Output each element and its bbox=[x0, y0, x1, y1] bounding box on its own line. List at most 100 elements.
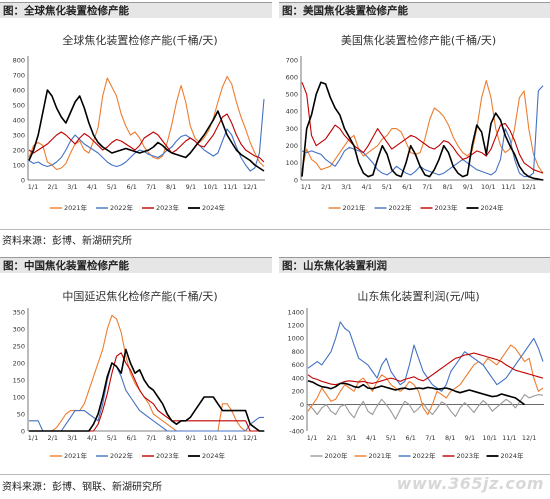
legend-label: 2020年 bbox=[325, 451, 349, 460]
x-tick-label: 1/1 bbox=[28, 183, 38, 191]
series-line-2024年 bbox=[28, 89, 265, 172]
x-tick-label: 11/1 bbox=[223, 183, 238, 191]
divider-bottom bbox=[0, 474, 550, 475]
series-line-2020年 bbox=[307, 394, 544, 420]
x-tick-label: 7/1 bbox=[146, 434, 156, 442]
chart-title: 全球焦化装置检修产能(千桶/天) bbox=[62, 33, 217, 47]
x-tick-label: 10/1 bbox=[203, 434, 218, 442]
y-tick-label: 600 bbox=[286, 73, 298, 81]
y-tick-label: 0 bbox=[294, 176, 298, 184]
legend-label: 2024年 bbox=[481, 203, 505, 212]
legend-label: 2022年 bbox=[413, 451, 437, 460]
x-tick-label: 8/1 bbox=[166, 183, 176, 191]
series-line-2021年 bbox=[28, 75, 265, 171]
y-tick-label: 500 bbox=[286, 91, 298, 99]
x-tick-label: 9/1 bbox=[463, 183, 473, 191]
y-tick-label: -400 bbox=[289, 427, 304, 435]
legend-label: 2024年 bbox=[202, 203, 226, 212]
x-tick-label: 11/1 bbox=[501, 183, 516, 191]
series-line-2023年 bbox=[301, 82, 544, 174]
y-tick-label: 600 bbox=[13, 86, 25, 94]
legend-label: 2024年 bbox=[202, 451, 226, 460]
chart-china-maintenance: 中国延迟焦化检修产能(千桶/天) 0 50 100 150 200 250 300 350 1/1… bbox=[13, 289, 265, 460]
x-tick-label: 6/1 bbox=[402, 183, 412, 191]
x-tick-label: 5/1 bbox=[386, 434, 396, 442]
x-tick-label: 7/1 bbox=[425, 434, 435, 442]
source-top: 资料来源：彭博、新湖研究所 bbox=[2, 236, 132, 247]
chart-title: 山东焦化装置利润(元/吨) bbox=[357, 289, 479, 303]
y-tick-label: 400 bbox=[286, 108, 298, 116]
series-line-2023年 bbox=[307, 352, 544, 386]
legend-label: 2021年 bbox=[64, 203, 88, 212]
y-tick-label: 400 bbox=[292, 374, 304, 382]
legend-label: 2021年 bbox=[64, 451, 88, 460]
x-tick-label: 9/1 bbox=[186, 183, 196, 191]
series-line-2022年 bbox=[307, 321, 544, 392]
y-tick-label: 100 bbox=[286, 159, 298, 167]
x-tick-label: 11/1 bbox=[502, 434, 517, 442]
y-tick-label: 100 bbox=[13, 161, 25, 169]
series-line-2021年 bbox=[307, 344, 544, 416]
legend-label: 2022年 bbox=[110, 451, 134, 460]
chart-global-maintenance: 全球焦化装置检修产能(千桶/天) 0 100 200 300 400 500 600 700 80… bbox=[13, 33, 265, 212]
y-tick-label: 150 bbox=[13, 376, 25, 384]
y-tick-label: 200 bbox=[13, 359, 25, 367]
y-tick-label: 600 bbox=[292, 361, 304, 369]
x-tick-label: 5/1 bbox=[107, 434, 117, 442]
x-tick-label: 6/1 bbox=[126, 183, 136, 191]
x-tick-label: 8/1 bbox=[166, 434, 176, 442]
x-tick-label: 8/1 bbox=[443, 183, 453, 191]
x-tick-label: 3/1 bbox=[67, 434, 77, 442]
y-tick-label: 100 bbox=[13, 393, 25, 401]
x-tick-label: 3/1 bbox=[67, 183, 77, 191]
y-tick-label: 700 bbox=[13, 71, 25, 79]
chart-title: 中国延迟焦化检修产能(千桶/天) bbox=[62, 289, 217, 303]
x-tick-label: 3/1 bbox=[346, 434, 356, 442]
x-tick-label: 3/1 bbox=[341, 183, 351, 191]
legend-label: 2021年 bbox=[369, 451, 393, 460]
y-tick-label: 700 bbox=[286, 56, 298, 64]
series-line-2024年 bbox=[29, 348, 264, 432]
x-tick-label: 6/1 bbox=[126, 434, 136, 442]
chart-title: 美国焦化装置检修产能(千桶/天) bbox=[341, 33, 496, 47]
legend-label: 2023年 bbox=[156, 451, 180, 460]
series-line-2023年 bbox=[28, 113, 265, 163]
legend-label: 2023年 bbox=[435, 203, 459, 212]
y-tick-label: 200 bbox=[292, 388, 304, 396]
y-tick-label: 500 bbox=[13, 101, 25, 109]
legend-label: 2022年 bbox=[389, 203, 413, 212]
y-tick-label: 250 bbox=[13, 342, 25, 350]
x-tick-label: 1/1 bbox=[28, 434, 38, 442]
y-tick-label: 0 bbox=[21, 176, 25, 184]
y-tick-label: 1400 bbox=[287, 308, 304, 316]
caption-shandong-profit: 图：山东焦化装置利润 bbox=[279, 257, 550, 273]
caption-global-maintenance: 图：全球焦化装置检修产能 bbox=[0, 2, 272, 18]
x-tick-label: 5/1 bbox=[107, 183, 117, 191]
y-tick-label: 1000 bbox=[287, 335, 304, 343]
series-line-2021年 bbox=[301, 80, 544, 174]
source-bottom: 资料来源：彭博、钢联、新湖研究所 bbox=[2, 482, 162, 493]
y-tick-label: 200 bbox=[13, 146, 25, 154]
legend-label: 2021年 bbox=[343, 203, 367, 212]
chart-shandong-profit: 山东焦化装置利润(元/吨) -400 -200 0 200 400 600 800 1000 12… bbox=[287, 289, 544, 460]
x-tick-label: 12/1 bbox=[243, 183, 258, 191]
x-tick-label: 2/1 bbox=[321, 183, 331, 191]
x-tick-label: 10/1 bbox=[203, 183, 218, 191]
y-tick-label: 0 bbox=[21, 427, 25, 435]
divider-top bbox=[0, 229, 550, 230]
series-line-2022年 bbox=[29, 362, 264, 432]
x-tick-label: 4/1 bbox=[87, 434, 97, 442]
y-tick-label: 300 bbox=[13, 131, 25, 139]
legend-label: 2023年 bbox=[457, 451, 481, 460]
x-tick-label: 7/1 bbox=[146, 183, 156, 191]
watermark: www.365jz.com bbox=[396, 474, 544, 493]
x-tick-label: 10/1 bbox=[481, 183, 496, 191]
x-tick-label: 9/1 bbox=[465, 434, 475, 442]
x-tick-label: 1/1 bbox=[307, 434, 317, 442]
series-line-2024年 bbox=[307, 380, 526, 406]
y-tick-label: -200 bbox=[289, 414, 304, 422]
series-line-2024年 bbox=[301, 81, 544, 181]
x-tick-label: 8/1 bbox=[445, 434, 455, 442]
series-line-2021年 bbox=[29, 314, 264, 432]
x-tick-label: 5/1 bbox=[382, 183, 392, 191]
